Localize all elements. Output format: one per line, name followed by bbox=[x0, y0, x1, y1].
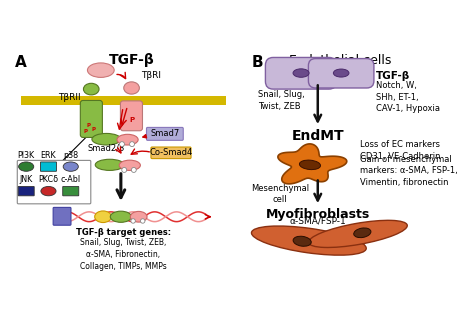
Text: Mesenchymal
cell: Mesenchymal cell bbox=[251, 184, 309, 204]
Text: P: P bbox=[84, 129, 88, 134]
Text: TβRI: TβRI bbox=[141, 71, 161, 80]
Ellipse shape bbox=[354, 228, 371, 238]
Text: EndMT: EndMT bbox=[292, 129, 344, 142]
Circle shape bbox=[119, 142, 125, 147]
Text: p38: p38 bbox=[63, 151, 78, 160]
Ellipse shape bbox=[124, 82, 139, 94]
Text: PI3K: PI3K bbox=[18, 151, 35, 160]
Text: Notch, W,
SHh, ET-1,
CAV-1, Hypoxia: Notch, W, SHh, ET-1, CAV-1, Hypoxia bbox=[376, 81, 440, 113]
Circle shape bbox=[140, 219, 145, 223]
Text: Myofibroblasts: Myofibroblasts bbox=[265, 208, 370, 221]
Ellipse shape bbox=[117, 134, 138, 145]
Ellipse shape bbox=[333, 69, 349, 77]
Text: P: P bbox=[91, 127, 95, 132]
Polygon shape bbox=[278, 144, 347, 184]
Text: P: P bbox=[129, 117, 134, 123]
Ellipse shape bbox=[18, 162, 34, 171]
Ellipse shape bbox=[95, 211, 111, 223]
Ellipse shape bbox=[119, 160, 140, 171]
Text: Snail, Slug,
Twist, ZEB: Snail, Slug, Twist, ZEB bbox=[258, 90, 304, 111]
Ellipse shape bbox=[293, 236, 311, 246]
Text: A: A bbox=[15, 55, 27, 69]
Text: P: P bbox=[87, 123, 91, 128]
Ellipse shape bbox=[300, 160, 320, 170]
Text: TGF-β target genes:: TGF-β target genes: bbox=[75, 228, 171, 237]
Text: ERK: ERK bbox=[41, 151, 56, 160]
FancyBboxPatch shape bbox=[18, 186, 34, 196]
Ellipse shape bbox=[87, 63, 114, 78]
FancyBboxPatch shape bbox=[63, 186, 79, 196]
FancyBboxPatch shape bbox=[80, 100, 102, 138]
Circle shape bbox=[131, 168, 136, 172]
FancyBboxPatch shape bbox=[120, 101, 143, 131]
Ellipse shape bbox=[293, 69, 309, 77]
Ellipse shape bbox=[92, 133, 121, 145]
Ellipse shape bbox=[63, 162, 78, 171]
FancyBboxPatch shape bbox=[40, 162, 56, 171]
Text: TGF-β: TGF-β bbox=[376, 71, 410, 81]
Circle shape bbox=[129, 142, 135, 147]
FancyBboxPatch shape bbox=[265, 57, 337, 89]
Text: Co-Smad4: Co-Smad4 bbox=[149, 148, 192, 157]
Ellipse shape bbox=[83, 83, 99, 95]
Circle shape bbox=[131, 219, 136, 223]
Ellipse shape bbox=[110, 211, 131, 222]
Ellipse shape bbox=[252, 226, 366, 255]
FancyBboxPatch shape bbox=[309, 58, 374, 88]
Ellipse shape bbox=[309, 220, 407, 247]
Text: TβRII: TβRII bbox=[58, 93, 81, 102]
FancyBboxPatch shape bbox=[146, 127, 183, 140]
Text: PKCδ: PKCδ bbox=[38, 175, 58, 184]
Text: JNK: JNK bbox=[19, 175, 33, 184]
Text: α-SMA/FSP-1: α-SMA/FSP-1 bbox=[290, 217, 346, 226]
Text: Loss of EC markers
CD31, VE-Cadherin: Loss of EC markers CD31, VE-Cadherin bbox=[360, 140, 441, 161]
Text: TGF-β: TGF-β bbox=[109, 53, 155, 68]
Bar bbox=[21, 96, 226, 105]
FancyBboxPatch shape bbox=[53, 207, 71, 225]
Text: B: B bbox=[252, 55, 264, 69]
Ellipse shape bbox=[130, 211, 147, 222]
Text: Gain of mesenchymal
markers: α-SMA, FSP-1,
Vimentin, fibronectin: Gain of mesenchymal markers: α-SMA, FSP-… bbox=[360, 155, 458, 187]
Text: Snail, Slug, Twist, ZEB,
α-SMA, Fibronectin,
Collagen, TIMPs, MMPs: Snail, Slug, Twist, ZEB, α-SMA, Fibronec… bbox=[80, 238, 166, 271]
Circle shape bbox=[122, 168, 127, 172]
Text: Smad7: Smad7 bbox=[150, 130, 179, 138]
FancyBboxPatch shape bbox=[151, 147, 191, 159]
FancyBboxPatch shape bbox=[17, 161, 91, 204]
Text: c-Abl: c-Abl bbox=[61, 175, 81, 184]
Text: Smad2/3: Smad2/3 bbox=[88, 144, 125, 153]
Text: Endothelial cells: Endothelial cells bbox=[289, 54, 391, 67]
Ellipse shape bbox=[95, 159, 124, 171]
Ellipse shape bbox=[41, 186, 56, 196]
